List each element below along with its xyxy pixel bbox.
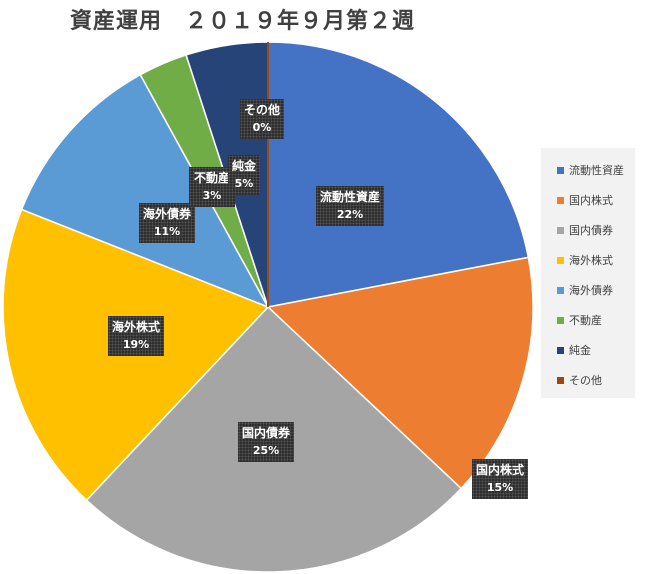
data-label-value: 0% (252, 121, 272, 134)
legend-item: 流動性資産 (557, 162, 624, 178)
legend-item: その他 (557, 372, 602, 388)
data-label: 国内株式 15% (472, 459, 529, 499)
legend-item: 純金 (557, 342, 591, 358)
data-label-value: 22% (336, 208, 364, 221)
legend-swatch (557, 286, 564, 294)
legend-swatch (557, 226, 564, 234)
data-label-value: 15% (486, 481, 514, 494)
data-label: 不動産 3% (189, 167, 235, 207)
legend-label: 海外株式 (569, 254, 613, 267)
legend-label: 海外債券 (569, 284, 613, 297)
legend-swatch (557, 256, 564, 264)
data-label: 海外株式 19% (108, 316, 165, 356)
legend-label: 国内債券 (569, 224, 613, 237)
legend-swatch (557, 166, 564, 174)
data-label: 流動性資産 22% (316, 186, 385, 226)
legend-label: 流動性資産 (569, 164, 624, 177)
data-label-value: 3% (202, 189, 222, 202)
data-label-value: 19% (122, 338, 150, 351)
pie-slice (267, 41, 530, 308)
legend-item: 国内株式 (557, 192, 613, 208)
data-label-name: 海外債券 (143, 207, 192, 221)
data-label: 純金 5% (228, 155, 261, 195)
legend-item: 海外債券 (557, 282, 613, 298)
data-label-name: 不動産 (193, 171, 230, 185)
legend-label: その他 (569, 374, 602, 387)
data-label-name: その他 (244, 103, 281, 117)
chart-title: 資産運用 ２０１９年９月第２週 (70, 9, 416, 34)
legend-label: 国内株式 (569, 194, 613, 207)
legend-swatch (557, 316, 564, 324)
legend-item: 国内債券 (557, 222, 613, 238)
legend-item: 海外株式 (557, 252, 613, 268)
legend-swatch (557, 376, 564, 384)
data-label-name: 国内債券 (242, 426, 291, 440)
data-label-name: 純金 (232, 159, 257, 173)
legend-label: 純金 (569, 344, 591, 357)
data-label-value: 11% (153, 225, 181, 238)
data-label-value: 25% (252, 444, 280, 457)
legend-item: 不動産 (557, 312, 602, 328)
data-label: 国内債券 25% (238, 422, 295, 462)
legend-label: 不動産 (569, 314, 602, 327)
data-label-name: 流動性資産 (320, 190, 381, 204)
data-label-name: 海外株式 (112, 320, 161, 334)
legend-swatch (557, 346, 564, 354)
data-label-value: 5% (234, 177, 254, 190)
data-label: 海外債券 11% (139, 203, 196, 243)
pie-slice (20, 73, 270, 309)
legend: 流動性資産 国内株式 国内債券 海外株式 海外債券 不動産 純金 その他 (541, 148, 635, 398)
data-label-name: 国内株式 (476, 463, 525, 477)
data-label: その他 0% (240, 99, 285, 139)
legend-swatch (557, 196, 564, 204)
